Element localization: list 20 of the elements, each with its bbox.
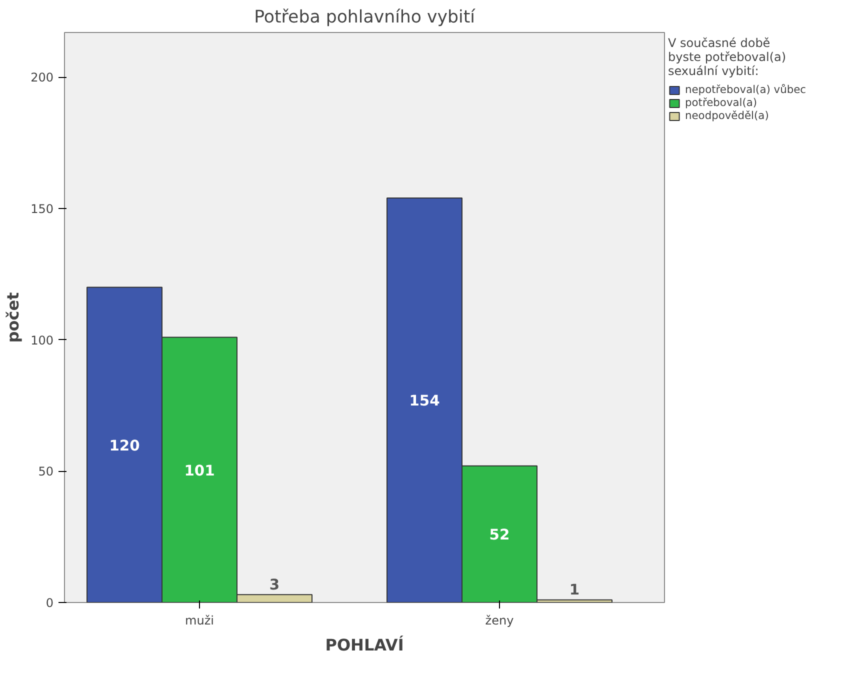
data-label: 120 xyxy=(109,437,140,454)
legend-title: V současné době byste potřeboval(a) sexuální vybití: xyxy=(668,36,788,78)
x-tick-label: muži xyxy=(185,614,214,628)
y-axis-title: počet xyxy=(4,292,23,343)
chart-title: Potřeba pohlavního vybití xyxy=(254,8,476,28)
y-tick-label: 150 xyxy=(30,202,54,216)
data-label: 3 xyxy=(269,576,280,594)
data-label: 52 xyxy=(489,526,510,544)
x-axis-title: POHLAVÍ xyxy=(325,636,404,654)
data-label: 101 xyxy=(184,462,215,480)
y-tick-label: 100 xyxy=(30,333,54,348)
y-tick-label: 50 xyxy=(38,464,54,479)
legend-label: potřeboval(a) xyxy=(685,96,758,109)
legend-label: nepotřeboval(a) vůbec xyxy=(685,83,806,96)
y-tick-label: 0 xyxy=(46,596,54,610)
legend-label: neodpověděl(a) xyxy=(685,109,769,122)
x-tick-label: ženy xyxy=(485,614,514,628)
data-label: 154 xyxy=(409,392,440,410)
data-label: 1 xyxy=(569,582,580,599)
y-tick-label: 200 xyxy=(30,70,54,85)
